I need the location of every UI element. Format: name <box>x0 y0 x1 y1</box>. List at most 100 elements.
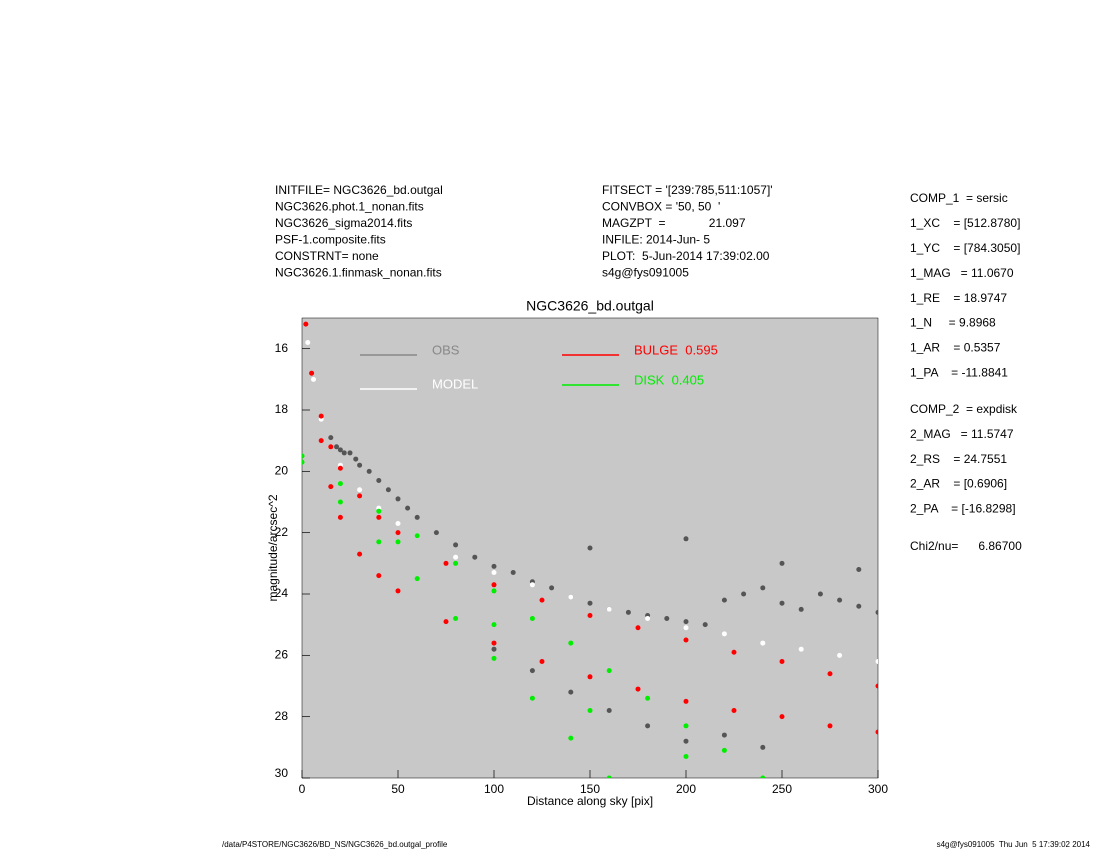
data-point <box>645 723 651 729</box>
data-point <box>817 591 823 597</box>
data-point <box>645 616 651 622</box>
param-line: 1_AR = 0.5357 <box>910 341 1001 355</box>
param-line: 2_RS = 24.7551 <box>910 452 1007 466</box>
data-point <box>731 708 737 714</box>
data-point <box>491 582 497 588</box>
data-point <box>395 530 401 536</box>
data-point <box>827 723 833 729</box>
header-line: FITSECT = '[239:785,511:1057]' <box>602 183 773 197</box>
data-point <box>683 754 689 760</box>
data-point <box>491 588 497 594</box>
header-line: MAGZPT = 21.097 <box>602 216 746 230</box>
data-point <box>309 370 315 376</box>
y-tick-label: 18 <box>275 402 289 416</box>
header-line: CONVBOX = '50, 50 ' <box>602 200 720 214</box>
param-line: 1_XC = [512.8780] <box>910 216 1020 230</box>
data-point <box>721 631 727 637</box>
data-point <box>837 597 843 603</box>
data-point <box>395 539 401 545</box>
data-point <box>491 563 497 569</box>
data-point <box>721 732 727 738</box>
data-point <box>568 594 574 600</box>
data-point <box>357 493 363 499</box>
y-axis-label: magnitude/arcsec^2 <box>266 494 280 601</box>
data-point <box>587 612 593 618</box>
y-tick-label: 26 <box>275 648 289 662</box>
data-point <box>357 487 363 493</box>
data-point <box>827 671 833 677</box>
footer-left: /data/P4STORE/NGC3626/BD_NS/NGC3626_bd.o… <box>222 840 448 849</box>
data-point <box>856 566 862 572</box>
header-line: NGC3626_sigma2014.fits <box>275 216 412 230</box>
data-point <box>875 658 878 664</box>
data-point <box>683 723 689 729</box>
param-line: 1_YC = [784.3050] <box>910 241 1020 255</box>
header-line: PSF-1.composite.fits <box>275 233 386 247</box>
y-tick-label: 24 <box>275 586 289 600</box>
chi2: Chi2/nu= 6.86700 <box>910 539 1022 553</box>
data-point <box>385 487 391 493</box>
data-point <box>837 652 843 658</box>
data-point <box>568 689 574 695</box>
data-point <box>337 447 343 453</box>
data-point <box>491 570 497 576</box>
x-tick-label: 50 <box>391 782 405 796</box>
data-point <box>606 606 612 612</box>
data-point <box>875 683 878 689</box>
data-point <box>875 729 878 735</box>
data-point <box>305 340 311 346</box>
data-point <box>529 582 535 588</box>
data-point <box>606 668 612 674</box>
data-point <box>683 637 689 643</box>
data-point <box>875 609 878 615</box>
data-point <box>302 459 305 465</box>
y-tick-label: 22 <box>275 525 289 539</box>
data-point <box>376 508 382 514</box>
data-point <box>353 456 359 462</box>
param-line: 1_N = 9.8968 <box>910 316 996 330</box>
data-point <box>683 536 689 542</box>
data-point <box>683 738 689 744</box>
data-point <box>760 640 766 646</box>
data-point <box>303 321 309 327</box>
header-line: PLOT: 5-Jun-2014 17:39:02.00 <box>602 249 770 263</box>
data-point <box>328 484 334 490</box>
y-tick-label: 30 <box>275 766 289 780</box>
data-point <box>376 514 382 520</box>
data-point <box>568 640 574 646</box>
plot-points <box>302 321 878 778</box>
footer-right: s4g@fys091005 Thu Jun 5 17:39:02 2014 <box>937 840 1091 849</box>
data-point <box>337 465 343 471</box>
data-point <box>491 622 497 628</box>
data-point <box>334 444 340 450</box>
data-point <box>376 573 382 579</box>
data-point <box>366 468 372 474</box>
data-point <box>779 600 785 606</box>
data-point <box>491 640 497 646</box>
legend-label: DISK 0.405 <box>634 372 704 387</box>
data-point <box>337 514 343 520</box>
header-line: INITFILE= NGC3626_bd.outgal <box>275 183 443 197</box>
param-line: 1_PA = -11.8841 <box>910 365 1008 379</box>
data-point <box>395 496 401 502</box>
param-line: 1_RE = 18.9747 <box>910 291 1007 305</box>
data-point <box>433 530 439 536</box>
data-point <box>645 695 651 701</box>
data-point <box>587 674 593 680</box>
data-point <box>635 686 641 692</box>
data-point <box>443 619 449 625</box>
data-point <box>587 545 593 551</box>
param-line: 1_MAG = 11.0670 <box>910 266 1014 280</box>
data-point <box>510 570 516 576</box>
data-point <box>539 597 545 603</box>
data-point <box>529 695 535 701</box>
data-point <box>625 609 631 615</box>
data-point <box>587 600 593 606</box>
data-point <box>760 744 766 750</box>
data-point <box>549 585 555 591</box>
param-line: 2_AR = [0.6906] <box>910 477 1007 491</box>
data-point <box>318 438 324 444</box>
data-point <box>414 533 420 539</box>
data-point <box>779 560 785 566</box>
